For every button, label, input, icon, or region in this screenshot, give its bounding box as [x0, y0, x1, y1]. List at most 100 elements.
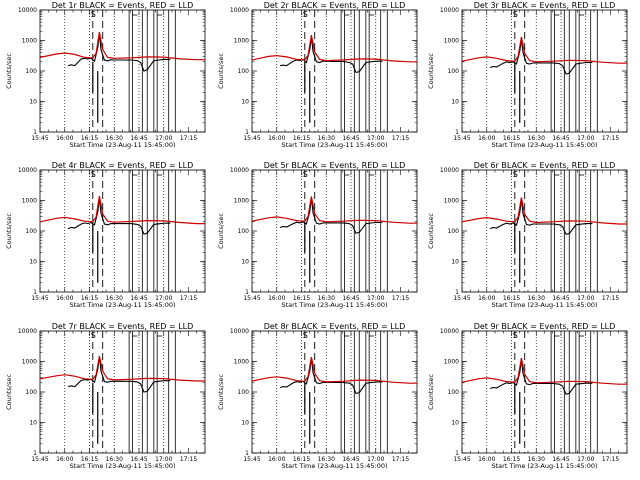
lld-series-line [251, 356, 417, 384]
x-axis-label: Start Time (23-Aug-11 15:45:00) [281, 301, 387, 309]
x-tick-label: 16:00 [56, 135, 73, 142]
y-tick-label: 1000 [234, 359, 249, 366]
x-tick-label: 17:15 [392, 135, 409, 142]
x-tick-label: 17:15 [180, 135, 197, 142]
x-tick-label: 16:15 [293, 135, 310, 142]
x-tick-label: 17:00 [367, 456, 384, 463]
y-tick-label: 1000 [22, 198, 37, 205]
y-tick-label: 1000 [444, 359, 459, 366]
x-tick-label: 16:15 [81, 295, 98, 302]
x-tick-label: 16:00 [478, 135, 495, 142]
y-tick-label: 100 [448, 228, 460, 235]
y-axis-label: Counts/sec [427, 213, 435, 249]
y-tick-label: 1 [245, 129, 249, 136]
y-tick-label: 10 [451, 259, 459, 266]
annotation-letter: S [513, 331, 518, 340]
chart-title: Det 7r BLACK = Events, RED = LLD [52, 322, 194, 331]
y-tick-label: 1000 [444, 38, 459, 45]
lld-series-line [461, 357, 627, 385]
y-tick-label: 1 [245, 289, 249, 296]
x-tick-label: 17:00 [155, 135, 172, 142]
y-tick-label: 1 [455, 129, 459, 136]
y-tick-label: 10 [29, 259, 37, 266]
y-tick-label: 1 [33, 129, 37, 136]
events-series-line [67, 198, 171, 235]
x-tick-label: 16:30 [528, 295, 545, 302]
x-tick-label: 16:00 [268, 135, 285, 142]
x-tick-label: 16:30 [528, 135, 545, 142]
y-tick-label: 10000 [230, 7, 249, 14]
x-tick-label: 16:15 [293, 456, 310, 463]
y-tick-label: 10 [451, 99, 459, 106]
y-tick-label: 10000 [230, 167, 249, 174]
x-tick-label: 17:00 [155, 456, 172, 463]
events-series-line [279, 198, 383, 234]
y-tick-label: 10000 [440, 167, 459, 174]
annotation-letter: S [91, 331, 96, 340]
annotation-letter: S [303, 170, 308, 179]
x-tick-label: 16:30 [106, 295, 123, 302]
x-axis-label: Start Time (23-Aug-11 15:45:00) [69, 301, 175, 309]
y-tick-label: 1000 [22, 38, 37, 45]
x-tick-label: 16:45 [552, 135, 569, 142]
chart-title: Det 6r BLACK = Events, RED = LLD [474, 161, 616, 170]
lld-series-line [251, 196, 417, 224]
x-tick-label: 16:00 [478, 456, 495, 463]
x-tick-label: 17:15 [392, 295, 409, 302]
chart-title: Det 3r BLACK = Events, RED = LLD [474, 1, 616, 10]
y-axis-label: Counts/sec [217, 213, 225, 249]
x-tick-label: 16:00 [478, 295, 495, 302]
y-tick-label: 10 [241, 420, 249, 427]
x-tick-label: 16:15 [503, 295, 520, 302]
y-axis-label: Counts/sec [5, 53, 13, 89]
y-tick-label: 100 [26, 389, 38, 396]
annotation-letter: S [513, 170, 518, 179]
x-tick-label: 16:45 [130, 456, 147, 463]
x-tick-label: 16:30 [528, 456, 545, 463]
x-tick-label: 15:45 [31, 456, 48, 463]
x-tick-label: 16:45 [342, 135, 359, 142]
y-axis-label: Counts/sec [427, 374, 435, 410]
x-tick-label: 16:15 [503, 135, 520, 142]
x-tick-label: 15:45 [243, 135, 260, 142]
y-axis-label: Counts/sec [217, 374, 225, 410]
x-tick-label: 16:00 [268, 456, 285, 463]
y-tick-label: 100 [448, 68, 460, 75]
x-tick-label: 16:00 [268, 295, 285, 302]
x-axis-label: Start Time (23-Aug-11 15:45:00) [69, 462, 175, 470]
events-series-line [280, 36, 383, 74]
y-tick-label: 1 [455, 450, 459, 457]
x-tick-label: 16:45 [552, 456, 569, 463]
x-tick-label: 17:00 [577, 295, 594, 302]
x-tick-label: 15:45 [453, 135, 470, 142]
x-tick-label: 17:00 [367, 295, 384, 302]
y-tick-label: 100 [238, 68, 250, 75]
x-tick-label: 16:30 [318, 135, 335, 142]
x-tick-label: 17:15 [180, 456, 197, 463]
x-tick-label: 16:30 [106, 456, 123, 463]
chart-title: Det 1r BLACK = Events, RED = LLD [52, 1, 194, 10]
x-tick-label: 16:00 [56, 456, 73, 463]
y-tick-label: 100 [238, 389, 250, 396]
events-series-line [489, 39, 593, 75]
x-tick-label: 17:15 [392, 456, 409, 463]
x-axis-label: Start Time (23-Aug-11 15:45:00) [491, 462, 597, 470]
x-tick-label: 15:45 [453, 456, 470, 463]
x-tick-label: 16:15 [503, 456, 520, 463]
x-tick-label: 17:00 [577, 456, 594, 463]
y-tick-label: 100 [238, 228, 250, 235]
events-series-line [67, 356, 171, 393]
y-tick-label: 1 [245, 450, 249, 457]
x-tick-label: 16:15 [81, 456, 98, 463]
y-axis-label: Counts/sec [217, 53, 225, 89]
y-tick-label: 10 [29, 420, 37, 427]
y-axis-label: Counts/sec [5, 213, 13, 249]
lld-series-line [39, 31, 205, 61]
lld-series-line [39, 355, 205, 382]
x-tick-label: 15:45 [243, 456, 260, 463]
